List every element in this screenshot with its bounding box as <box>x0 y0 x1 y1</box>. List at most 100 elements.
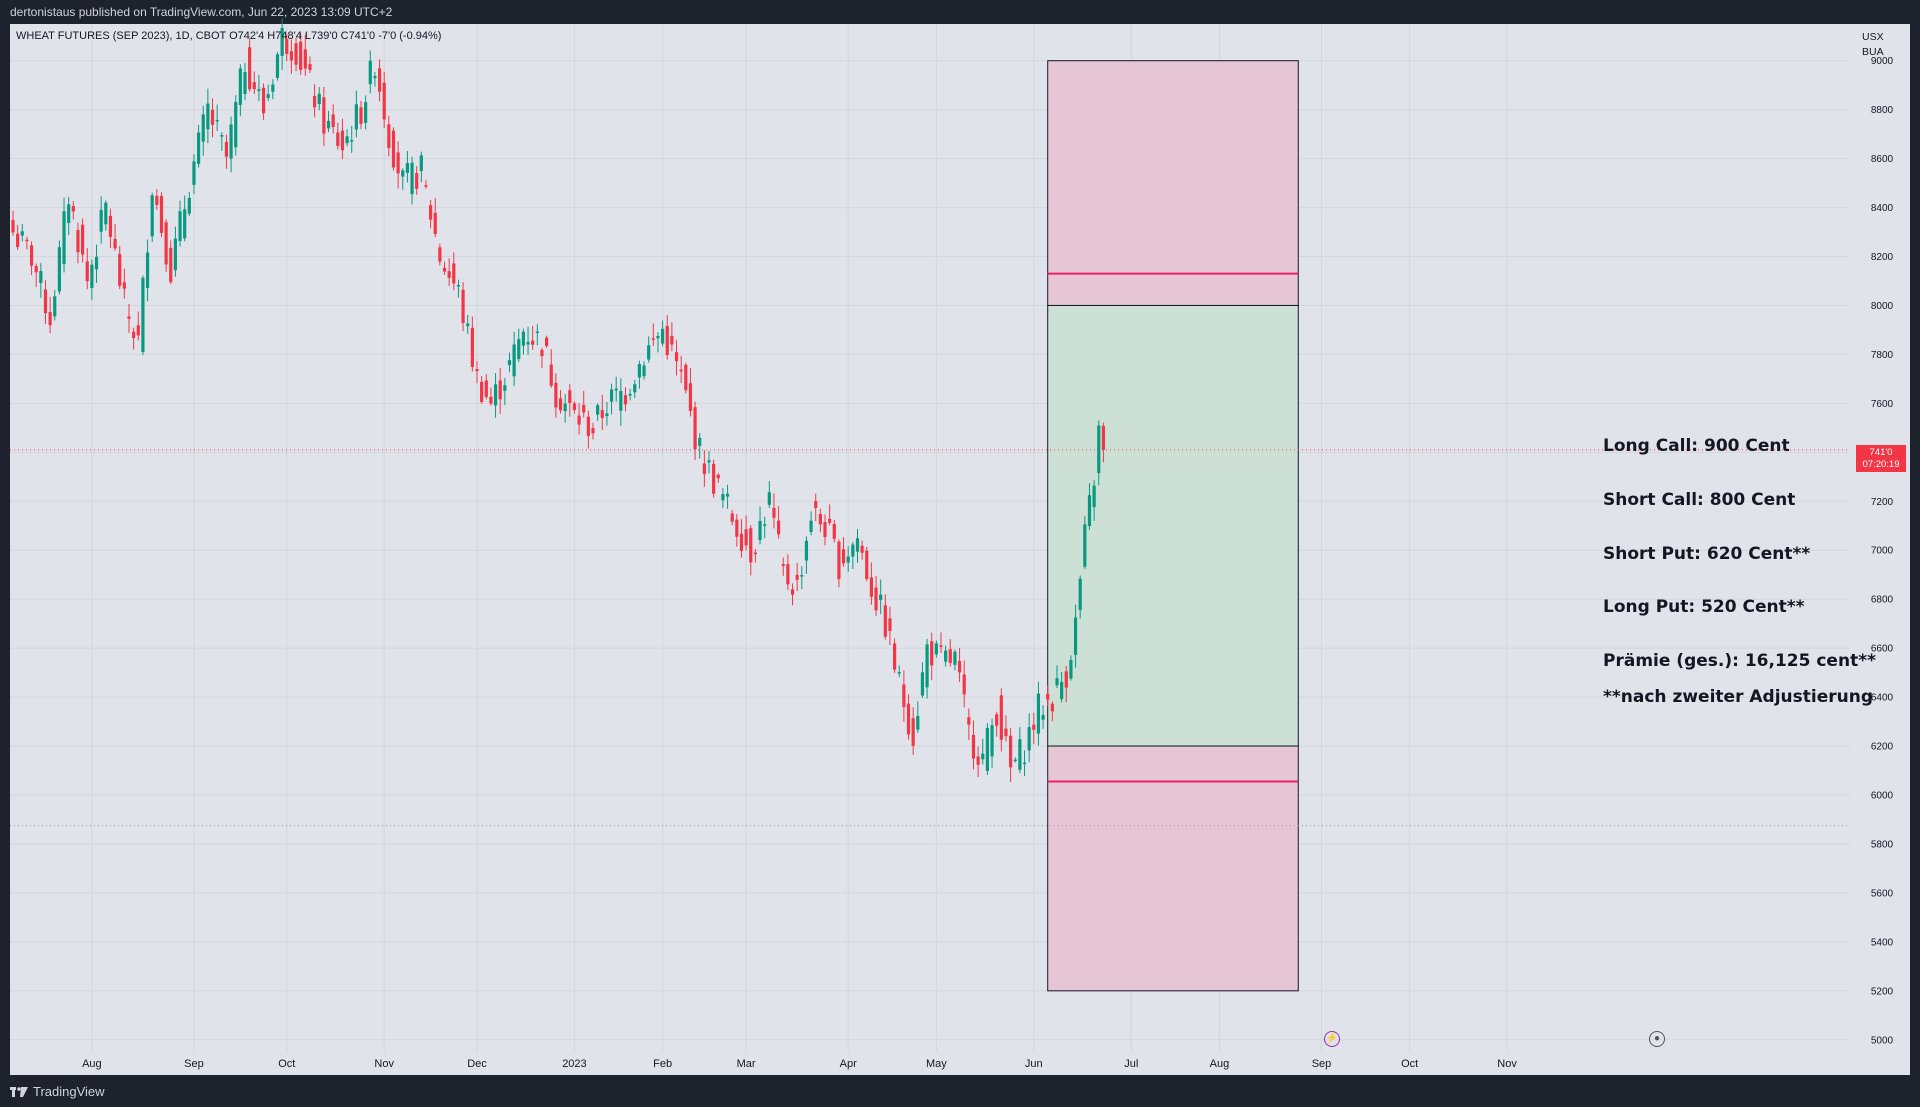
candle-body <box>94 256 99 270</box>
candle-body <box>350 140 354 142</box>
candle-body <box>999 695 1003 740</box>
candle-body <box>447 271 451 278</box>
dividend-event-icon[interactable]: ⚡ <box>1324 1031 1340 1047</box>
candle-body <box>628 394 632 396</box>
candles <box>11 18 1105 783</box>
price-tick-label: 6400 <box>1871 693 1894 704</box>
candle-body <box>540 349 544 357</box>
candle-body <box>605 413 609 417</box>
candle-body <box>869 577 873 597</box>
candle-body <box>623 395 628 405</box>
candle-body <box>656 336 660 339</box>
candle-body <box>192 161 196 185</box>
candle-body <box>823 522 827 537</box>
candle-body <box>104 202 108 225</box>
candle-body <box>679 369 683 372</box>
candle-body <box>275 54 280 78</box>
time-axis[interactable]: Aug Sep Oct Nov Dec 2023 Feb Mar Apr May Jun Jul Aug… <box>82 1058 1517 1070</box>
candle-body <box>962 674 966 695</box>
candle-body <box>322 97 326 134</box>
candle-body <box>725 493 730 497</box>
candle-body <box>498 380 502 400</box>
earnings-event-icon[interactable]: ● <box>1649 1031 1665 1047</box>
candle-body <box>1050 703 1054 712</box>
price-chart[interactable]: 5000 5200 5400 5600 5800 6000 6200 6400 6600 6800… <box>0 0 1920 1076</box>
tradingview-logo[interactable]: TradingView <box>10 1084 105 1099</box>
candle-body <box>1055 678 1059 686</box>
candle-body <box>953 651 957 665</box>
price-tick-label: 5800 <box>1871 839 1894 850</box>
candle-body <box>313 95 317 108</box>
candle-body <box>187 197 191 214</box>
candle-body <box>883 605 887 637</box>
current-price-value: 741'0 <box>1869 447 1893 458</box>
annotation-short-call: Short Call: 800 Cent <box>1603 490 1796 510</box>
candle-body <box>132 331 136 339</box>
time-tick-label: Dec <box>467 1058 487 1070</box>
publisher-bar: dertonistaus published on TradingView.co… <box>0 0 1920 24</box>
price-tick-label: 5400 <box>1871 937 1894 948</box>
time-tick-label: May <box>926 1058 947 1070</box>
candle-body <box>981 753 985 760</box>
candle-body <box>507 360 512 366</box>
candle-body <box>503 385 507 391</box>
brand-name: TradingView <box>33 1084 105 1099</box>
candle-body <box>438 247 442 262</box>
candle-body <box>118 254 122 286</box>
candle-body <box>767 492 771 505</box>
candle-body <box>777 520 781 535</box>
candle-body <box>967 717 971 725</box>
price-tick-label: 6800 <box>1871 595 1894 606</box>
candle-body <box>178 211 182 241</box>
time-tick-label: Mar <box>737 1058 756 1070</box>
candle-body <box>364 102 368 123</box>
candle-body <box>90 264 94 288</box>
candle-body <box>1018 739 1022 770</box>
candle-body <box>684 364 688 391</box>
candle-body <box>744 529 748 546</box>
candle-body <box>712 463 716 494</box>
candle-body <box>1032 724 1036 730</box>
price-lines <box>10 449 1850 827</box>
candle-body <box>266 94 270 99</box>
symbol-legend[interactable]: WHEAT FUTURES (SEP 2023), 1D, CBOT O742'… <box>16 30 442 42</box>
candle-body <box>122 282 126 289</box>
currency-unit: BUA <box>1862 46 1884 58</box>
candle-body <box>382 82 386 120</box>
candle-body <box>368 60 372 85</box>
candle-body <box>336 132 340 146</box>
tradingview-logo-icon <box>10 1086 28 1097</box>
candle-body <box>480 381 484 402</box>
candle-body <box>108 215 113 237</box>
price-axis[interactable]: 5000 5200 5400 5600 5800 6000 6200 6400 6600 6800… <box>1871 56 1894 1046</box>
price-tick-label: 8600 <box>1871 154 1894 165</box>
candle-body <box>326 120 331 129</box>
candle-body <box>1027 727 1031 751</box>
candle-body <box>373 76 377 79</box>
currency-label[interactable]: USX BUA <box>1862 30 1884 60</box>
candle-body <box>415 173 419 189</box>
candle-body <box>990 725 994 757</box>
candle-body <box>786 564 790 585</box>
candle-body <box>215 119 219 122</box>
candle-body <box>814 501 818 509</box>
chart-area[interactable] <box>10 24 1910 1075</box>
candle-body <box>57 247 61 292</box>
published-info: dertonistaus published on TradingView.co… <box>10 5 393 19</box>
candle-body <box>804 540 809 561</box>
candle-body <box>614 388 618 391</box>
candle-body <box>248 47 252 90</box>
candle-body <box>34 266 38 273</box>
price-tick-label: 8000 <box>1871 301 1894 312</box>
candle-body <box>563 403 567 412</box>
candle-body <box>753 552 757 555</box>
candle-body <box>586 416 590 436</box>
candle-body <box>285 39 289 54</box>
price-tick-label: 8800 <box>1871 105 1894 116</box>
price-tick-label: 5600 <box>1871 888 1894 899</box>
candle-body <box>517 339 521 359</box>
candle-body <box>758 520 762 541</box>
price-tick-label: 6600 <box>1871 644 1894 655</box>
candle-body <box>1069 660 1073 679</box>
candle-body <box>442 267 447 272</box>
